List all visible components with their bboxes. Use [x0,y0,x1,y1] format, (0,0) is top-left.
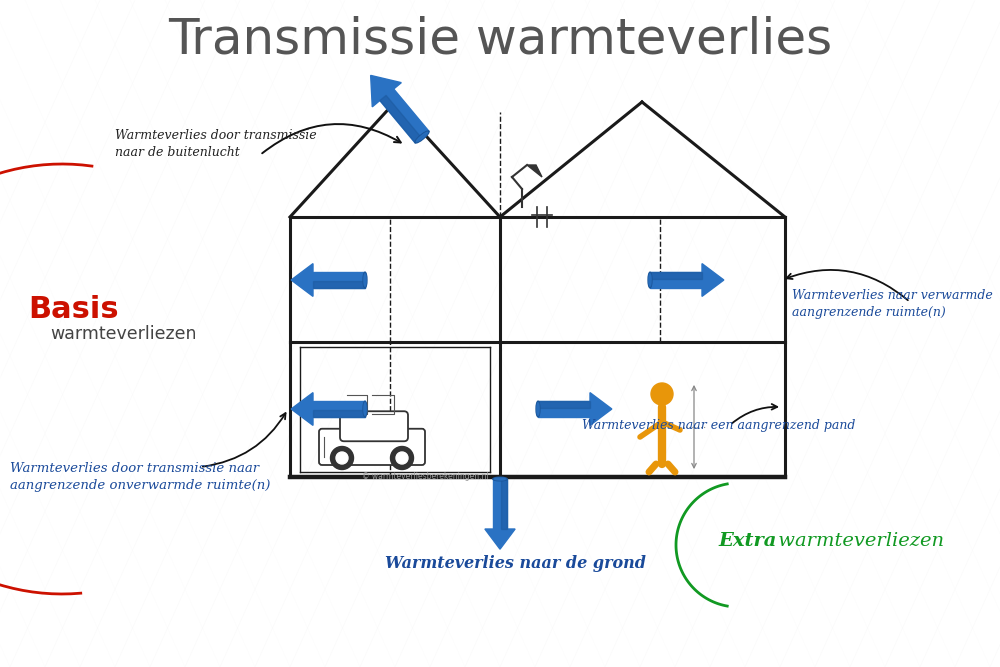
Circle shape [336,452,348,464]
Ellipse shape [416,132,428,141]
Polygon shape [650,272,702,279]
Polygon shape [493,479,507,529]
Polygon shape [313,281,365,287]
Polygon shape [380,95,421,143]
FancyArrowPatch shape [732,404,777,424]
Ellipse shape [493,477,507,481]
Text: © warmteverliesberekeningen.nl: © warmteverliesberekeningen.nl [362,472,489,481]
Polygon shape [380,89,429,143]
Ellipse shape [364,273,366,286]
Circle shape [651,383,673,405]
Text: Basis: Basis [28,295,119,324]
Polygon shape [538,401,590,417]
FancyBboxPatch shape [340,412,408,442]
Ellipse shape [649,273,651,286]
Ellipse shape [415,131,429,143]
Polygon shape [313,410,365,417]
Circle shape [331,446,354,470]
Polygon shape [485,529,515,549]
Ellipse shape [364,403,366,416]
Ellipse shape [536,401,540,417]
Text: warmteverliezen: warmteverliezen [50,325,196,343]
Text: Warmteverlies naar verwarmde
aangrenzende ruimte(n): Warmteverlies naar verwarmde aangrenzend… [792,289,993,319]
FancyArrowPatch shape [262,124,401,153]
Circle shape [396,452,408,464]
Polygon shape [291,263,313,296]
Ellipse shape [537,403,539,416]
Text: Warmteverlies naar een aangrenzend pand: Warmteverlies naar een aangrenzend pand [582,419,855,432]
Polygon shape [702,263,724,296]
Ellipse shape [494,478,506,480]
FancyArrowPatch shape [203,413,286,467]
Polygon shape [313,401,365,417]
Polygon shape [313,272,365,287]
Polygon shape [650,272,702,287]
Text: Extra: Extra [718,532,776,550]
FancyBboxPatch shape [319,429,425,465]
Ellipse shape [648,272,652,287]
Polygon shape [291,393,313,426]
Text: Warmteverlies door transmissie
naar de buitenlucht: Warmteverlies door transmissie naar de b… [115,129,317,159]
Polygon shape [501,479,507,529]
Circle shape [391,446,414,470]
Ellipse shape [363,272,367,287]
Polygon shape [371,75,401,107]
Text: warmteverliezen: warmteverliezen [772,532,944,550]
Ellipse shape [363,401,367,417]
Polygon shape [538,401,590,408]
Text: Warmteverlies door transmissie naar
aangrenzende onverwarmde ruimte(n): Warmteverlies door transmissie naar aang… [10,462,270,492]
Text: Transmissie warmteverlies: Transmissie warmteverlies [168,15,832,63]
Text: Warmteverlies naar de grond: Warmteverlies naar de grond [385,555,646,572]
Polygon shape [527,165,542,177]
FancyArrowPatch shape [786,270,908,300]
Polygon shape [590,393,612,426]
